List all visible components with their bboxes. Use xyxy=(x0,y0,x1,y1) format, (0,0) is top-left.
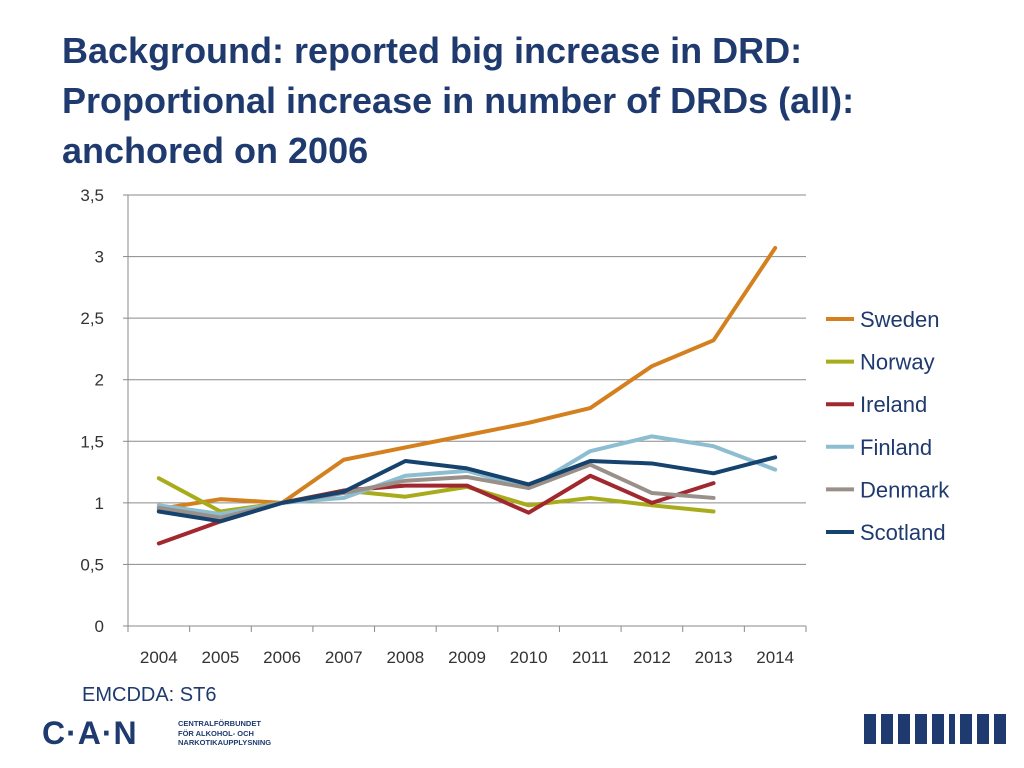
x-tick-label: 2004 xyxy=(140,648,178,667)
x-tick-label: 2009 xyxy=(448,648,486,667)
series-line-sweden xyxy=(156,245,778,512)
logo-mark: C·A·N xyxy=(42,715,138,751)
legend-label-norway: Norway xyxy=(860,350,935,375)
x-tick-label: 2006 xyxy=(263,648,301,667)
legend-label-finland: Finland xyxy=(860,435,932,460)
logo-text-line: NARKOTIKAUPPLYSNING xyxy=(178,738,272,747)
legend-label-ireland: Ireland xyxy=(860,392,927,417)
slide-title: Background: reported big increase in DRD… xyxy=(62,26,1002,176)
legend-label-scotland: Scotland xyxy=(860,520,946,545)
y-tick-label: 1,5 xyxy=(80,432,104,451)
series-line-scotland xyxy=(156,455,778,524)
chart-series xyxy=(156,245,778,546)
chart-legend: Sweden Norway Ireland Finland Denmark Scotlan… xyxy=(826,307,950,545)
y-axis-ticks: 0 0,5 1 1,5 2 2,5 3 3,5 xyxy=(80,186,128,636)
y-tick-label: 2,5 xyxy=(80,309,104,328)
source-note: EMCDDA: ST6 xyxy=(82,684,217,706)
decorative-bars-icon xyxy=(864,714,1006,744)
chart-axes xyxy=(127,195,806,627)
logo-text-line: CENTRALFÖRBUNDET xyxy=(178,719,261,728)
x-tick-label: 2008 xyxy=(386,648,424,667)
x-tick-label: 2012 xyxy=(633,648,671,667)
logo-text: CENTRALFÖRBUNDET FÖR ALKOHOL- OCH NARKOT… xyxy=(178,719,271,748)
y-tick-label: 1 xyxy=(95,494,104,513)
x-tick-label: 2011 xyxy=(572,648,609,667)
y-tick-label: 2 xyxy=(95,371,104,390)
x-tick-label: 2005 xyxy=(202,648,240,667)
chart-gridlines xyxy=(128,194,806,565)
y-tick-label: 0,5 xyxy=(80,555,104,574)
title-line-3: anchored on 2006 xyxy=(62,130,369,171)
y-tick-label: 3 xyxy=(95,248,104,267)
y-tick-label: 3,5 xyxy=(80,186,104,205)
legend-label-denmark: Denmark xyxy=(860,477,950,502)
x-tick-label: 2010 xyxy=(510,648,548,667)
x-tick-label: 2007 xyxy=(325,648,363,667)
x-tick-label: 2014 xyxy=(756,648,794,667)
x-axis-ticks: 2004 2005 2006 2007 2008 2009 2010 2011 2012 2013… xyxy=(127,626,807,667)
y-tick-label: 0 xyxy=(95,617,104,636)
legend-label-sweden: Sweden xyxy=(860,307,940,332)
title-line-2: Proportional increase in number of DRDs … xyxy=(62,80,855,121)
x-tick-label: 2013 xyxy=(695,648,733,667)
logo-text-line: FÖR ALKOHOL- OCH xyxy=(178,728,254,738)
title-line-1: Background: reported big increase in DRD… xyxy=(62,30,803,71)
